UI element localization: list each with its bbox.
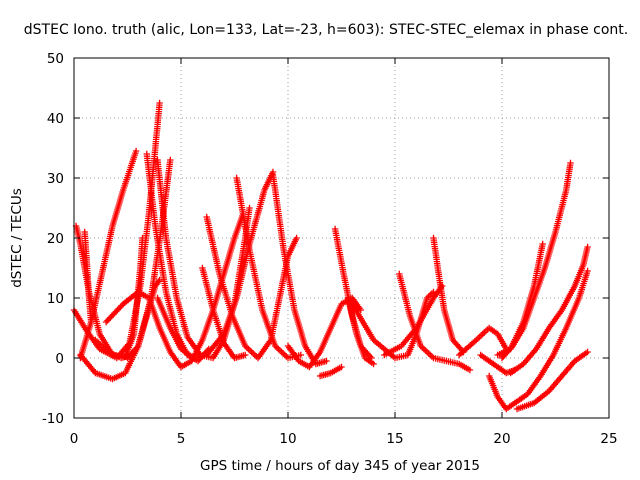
x-tick-label: 15 — [386, 431, 403, 447]
y-axis-ticks: -10 0 10 20 30 40 50 — [42, 51, 609, 427]
y-tick-label: 0 — [55, 351, 64, 367]
x-tick-label: 10 — [279, 431, 296, 447]
y-tick-label: 20 — [47, 231, 64, 247]
y-axis-label: dSTEC / TECUs — [9, 188, 25, 288]
x-tick-label: 20 — [493, 431, 510, 447]
data-arc — [513, 348, 591, 413]
chart-title: dSTEC Iono. truth (alic, Lon=133, Lat=-2… — [24, 22, 628, 38]
data-arc — [494, 240, 546, 359]
y-tick-label: 50 — [47, 51, 64, 67]
data-arc — [199, 264, 249, 362]
data-series — [70, 99, 591, 413]
data-arc — [81, 228, 95, 326]
x-tick-label: 0 — [70, 431, 79, 447]
data-arc — [430, 234, 467, 356]
data-arc — [456, 324, 510, 359]
data-arc — [344, 294, 377, 368]
x-axis-label: GPS time / hours of day 345 of year 2015 — [200, 458, 480, 474]
data-arc — [233, 174, 304, 362]
y-tick-label: 30 — [47, 171, 64, 187]
data-arc — [284, 294, 364, 371]
data-arc — [507, 243, 591, 377]
data-arc — [396, 270, 474, 374]
y-tick-label: -10 — [42, 411, 64, 427]
data-arc — [124, 276, 163, 362]
x-axis-ticks: 0 5 10 15 20 25 — [70, 58, 618, 447]
x-tick-label: 5 — [177, 431, 186, 447]
data-arc — [269, 171, 330, 368]
data-arc — [381, 282, 446, 359]
data-arc — [316, 363, 345, 380]
y-tick-label: 40 — [47, 111, 64, 127]
data-arc — [486, 267, 591, 413]
data-arc — [154, 168, 277, 362]
y-tick-label: 10 — [47, 291, 64, 307]
data-arc — [92, 336, 135, 362]
x-tick-label: 25 — [600, 431, 617, 447]
